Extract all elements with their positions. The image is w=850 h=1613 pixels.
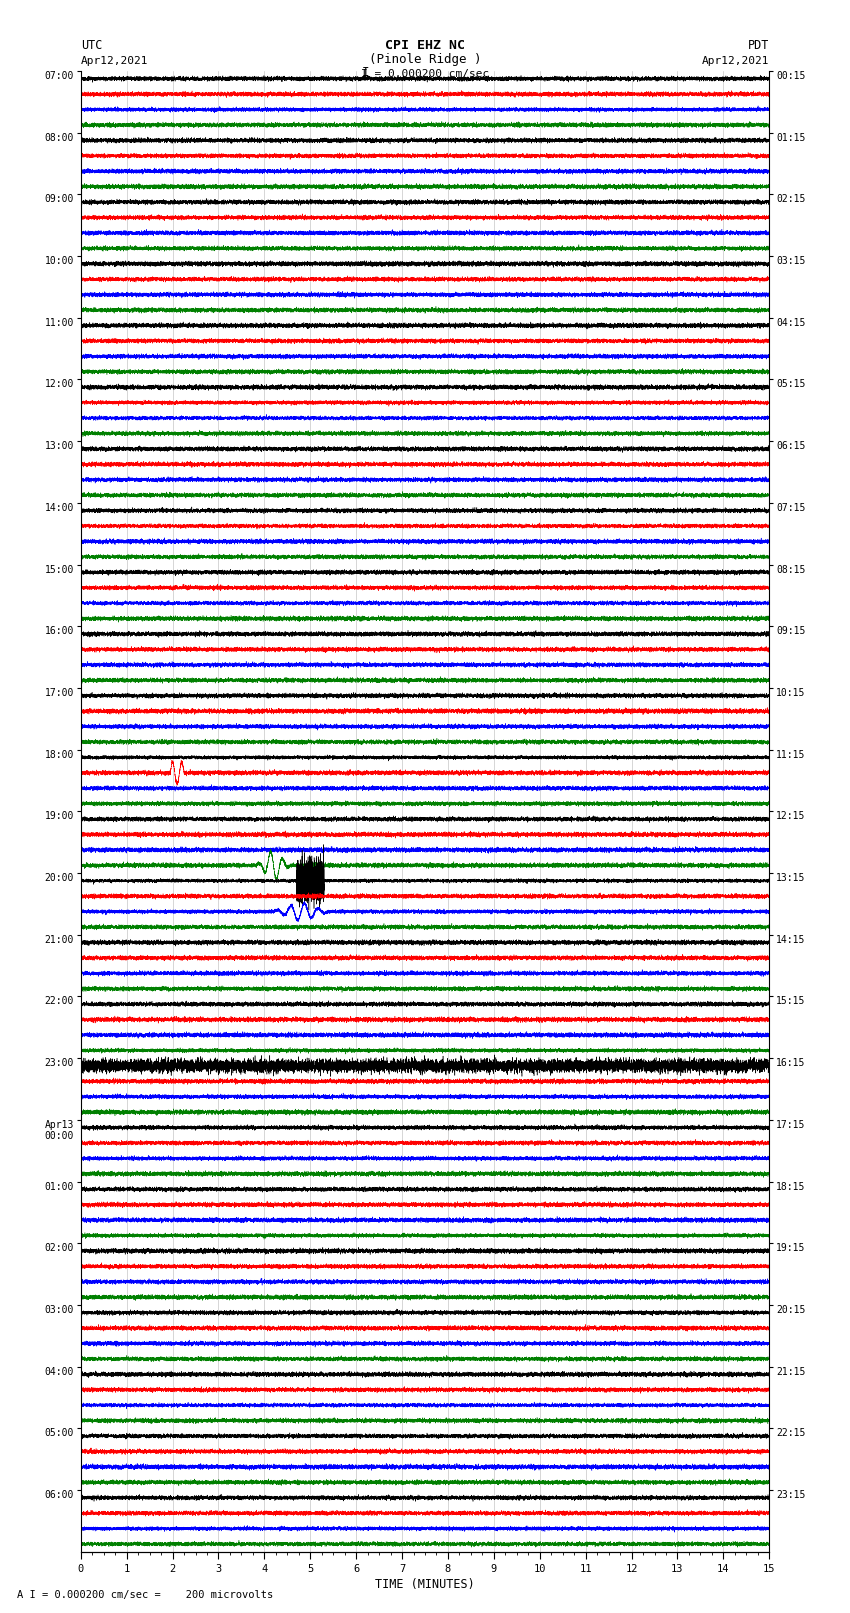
Text: UTC: UTC [81,39,102,52]
Text: (Pinole Ridge ): (Pinole Ridge ) [369,53,481,66]
Text: I = 0.000200 cm/sec: I = 0.000200 cm/sec [361,69,489,79]
Text: A I = 0.000200 cm/sec =    200 microvolts: A I = 0.000200 cm/sec = 200 microvolts [17,1590,273,1600]
X-axis label: TIME (MINUTES): TIME (MINUTES) [375,1578,475,1590]
Text: PDT: PDT [748,39,769,52]
Text: I: I [362,66,369,79]
Text: Apr12,2021: Apr12,2021 [702,56,769,66]
Text: CPI EHZ NC: CPI EHZ NC [385,39,465,52]
Text: Apr12,2021: Apr12,2021 [81,56,148,66]
